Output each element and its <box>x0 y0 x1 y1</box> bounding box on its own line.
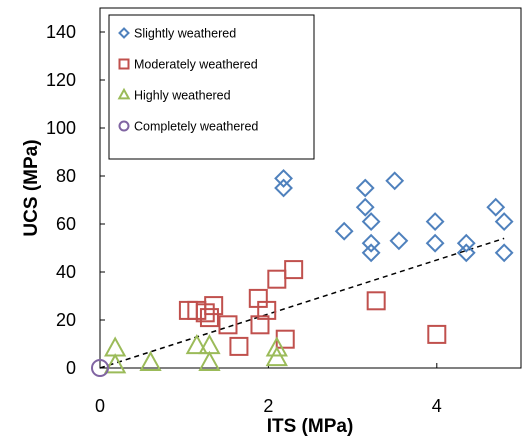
trendline <box>99 237 505 369</box>
slightly-weathered-point <box>361 233 381 253</box>
legend-marker-square <box>118 58 130 70</box>
slightly-weathered-point <box>334 221 354 241</box>
moderately-weathered-point <box>366 291 386 311</box>
x-tick-label: 4 <box>432 396 442 416</box>
slightly-weathered-point <box>494 212 514 232</box>
moderately-weathered-point <box>284 260 304 280</box>
moderately-weathered-point <box>218 315 238 335</box>
moderately-weathered-point <box>250 315 270 335</box>
x-axis-tick-labels: 0 2 4 <box>95 396 442 416</box>
y-axis-title: UCS (MPa) <box>21 139 42 236</box>
slightly-weathered-point <box>274 178 293 198</box>
y-tick-label: 40 <box>56 262 76 282</box>
x-tick-label: 2 <box>263 396 273 416</box>
highly-weathered-point <box>198 350 221 371</box>
highly-weathered-point <box>104 353 127 374</box>
highly-weathered-point <box>139 350 162 371</box>
legend-marker-diamond <box>118 27 130 39</box>
legend: Slightly weathered Moderately weathered Hi… <box>108 14 315 160</box>
slightly-weathered-point <box>494 243 514 263</box>
y-tick-label: 100 <box>46 118 76 138</box>
legend-label: Slightly weathered <box>134 27 236 41</box>
slightly-weathered-point <box>385 171 405 191</box>
y-axis-tick-labels: 0 20 40 60 80 100 120 140 <box>46 22 76 378</box>
x-axis-title: ITS (MPa) <box>267 416 354 437</box>
slightly-weathered-point <box>456 243 476 263</box>
y-tick-label: 20 <box>56 310 76 330</box>
legend-marker-triangle <box>117 87 131 100</box>
slightly-weathered-point <box>361 212 381 232</box>
y-tick-label: 80 <box>56 166 76 186</box>
legend-label: Moderately weathered <box>134 58 258 72</box>
highly-weathered-point <box>185 333 208 355</box>
legend-items: Slightly weathered Moderately weathered Hi… <box>117 27 258 134</box>
highly-weathered-point <box>265 345 288 367</box>
moderately-weathered-point <box>204 296 224 316</box>
slightly-weathered-point <box>355 178 375 198</box>
y-tick-label: 120 <box>46 70 76 90</box>
legend-marker-circle <box>118 120 130 132</box>
slightly-weathered-point <box>355 197 375 217</box>
data-markers <box>91 168 514 377</box>
slightly-weathered-point <box>274 168 293 188</box>
moderately-weathered-point <box>427 324 447 344</box>
y-tick-label: 140 <box>46 22 76 42</box>
moderately-weathered-point <box>199 308 219 328</box>
highly-weathered-point <box>265 336 288 357</box>
moderately-weathered-point <box>229 336 249 356</box>
slightly-weathered-point <box>389 231 409 251</box>
legend-box <box>108 14 315 160</box>
moderately-weathered-point <box>267 269 287 289</box>
moderately-weathered-point <box>257 300 277 320</box>
slightly-weathered-point <box>486 197 506 217</box>
legend-label: Highly weathered <box>134 89 231 103</box>
y-tick-label: 60 <box>56 214 76 234</box>
slightly-weathered-point <box>425 212 445 232</box>
slightly-weathered-point <box>456 233 476 253</box>
y-tick-label: 0 <box>66 358 76 378</box>
x-tick-label: 0 <box>95 396 105 416</box>
slightly-weathered-point <box>361 243 381 263</box>
slightly-weathered-point <box>425 233 445 253</box>
completely-weathered-point <box>91 359 109 377</box>
legend-label: Completely weathered <box>134 120 258 134</box>
